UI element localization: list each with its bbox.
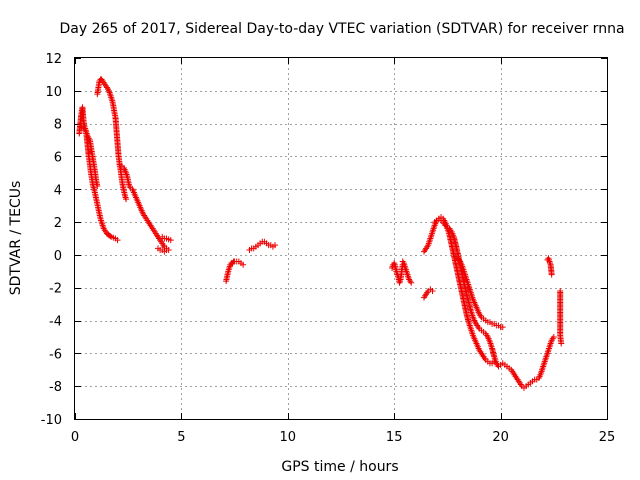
y-tick-label: 10 <box>45 85 62 100</box>
y-tick-label: 0 <box>54 249 62 264</box>
series-arc-9 <box>389 260 406 286</box>
series-arc-8 <box>246 238 279 253</box>
data-point <box>548 271 555 278</box>
data-point <box>272 242 279 249</box>
data-point <box>550 333 557 340</box>
x-tick-label: 10 <box>280 430 297 445</box>
y-tick-label: 4 <box>54 183 62 198</box>
y-tick-label: -2 <box>49 282 62 297</box>
data-point <box>163 246 170 253</box>
series-arc-7 <box>223 258 247 285</box>
series-arc-6 <box>159 233 174 244</box>
series-arc-16 <box>557 288 565 347</box>
x-tick-label: 15 <box>386 430 403 445</box>
chart-title: Day 265 of 2017, Sidereal Day-to-day VTE… <box>59 21 624 37</box>
y-tick-label: 8 <box>54 118 62 133</box>
y-axis-label: SDTVAR / TECUs <box>8 181 24 296</box>
series-arc-2 <box>78 123 101 189</box>
series-arc-5 <box>154 245 170 255</box>
series-arc-3 <box>94 76 130 203</box>
y-tick-label: -8 <box>49 380 62 395</box>
series-arc-10 <box>399 258 415 286</box>
data-point <box>408 279 415 286</box>
x-tick-labels: 0 5 10 15 20 25 <box>71 430 615 445</box>
data-point <box>167 237 174 244</box>
y-tick-labels: -10 -8 -6 -4 -2 0 2 4 6 8 10 12 <box>41 52 62 428</box>
data-point <box>107 233 114 240</box>
series-arc-1 <box>76 104 121 244</box>
data-point <box>114 237 121 244</box>
data-points <box>76 76 565 391</box>
series-arc-11 <box>420 286 436 301</box>
x-axis-label: GPS time / hours <box>281 459 398 475</box>
plot-frame <box>74 57 608 420</box>
y-tick-label: -10 <box>41 413 62 428</box>
y-tick-label: 2 <box>54 216 62 231</box>
y-tick-label: -6 <box>49 347 62 362</box>
y-tick-label: -4 <box>49 315 62 330</box>
x-tick-label: 20 <box>492 430 509 445</box>
series-arc-14 <box>452 253 506 331</box>
grid <box>75 58 607 419</box>
data-point <box>558 340 565 347</box>
data-point <box>240 261 247 268</box>
y-tick-label: 6 <box>54 150 62 165</box>
data-point <box>123 196 130 203</box>
data-point <box>429 288 436 295</box>
data-point <box>94 182 101 189</box>
y-tick-label: 12 <box>45 52 62 67</box>
x-tick-label: 5 <box>177 430 185 445</box>
data-point <box>499 324 506 331</box>
axis-ticks <box>75 58 608 420</box>
x-tick-label: 0 <box>71 430 79 445</box>
series-arc-15 <box>544 255 555 278</box>
series-arc-4 <box>116 161 172 253</box>
x-tick-label: 25 <box>599 430 616 445</box>
